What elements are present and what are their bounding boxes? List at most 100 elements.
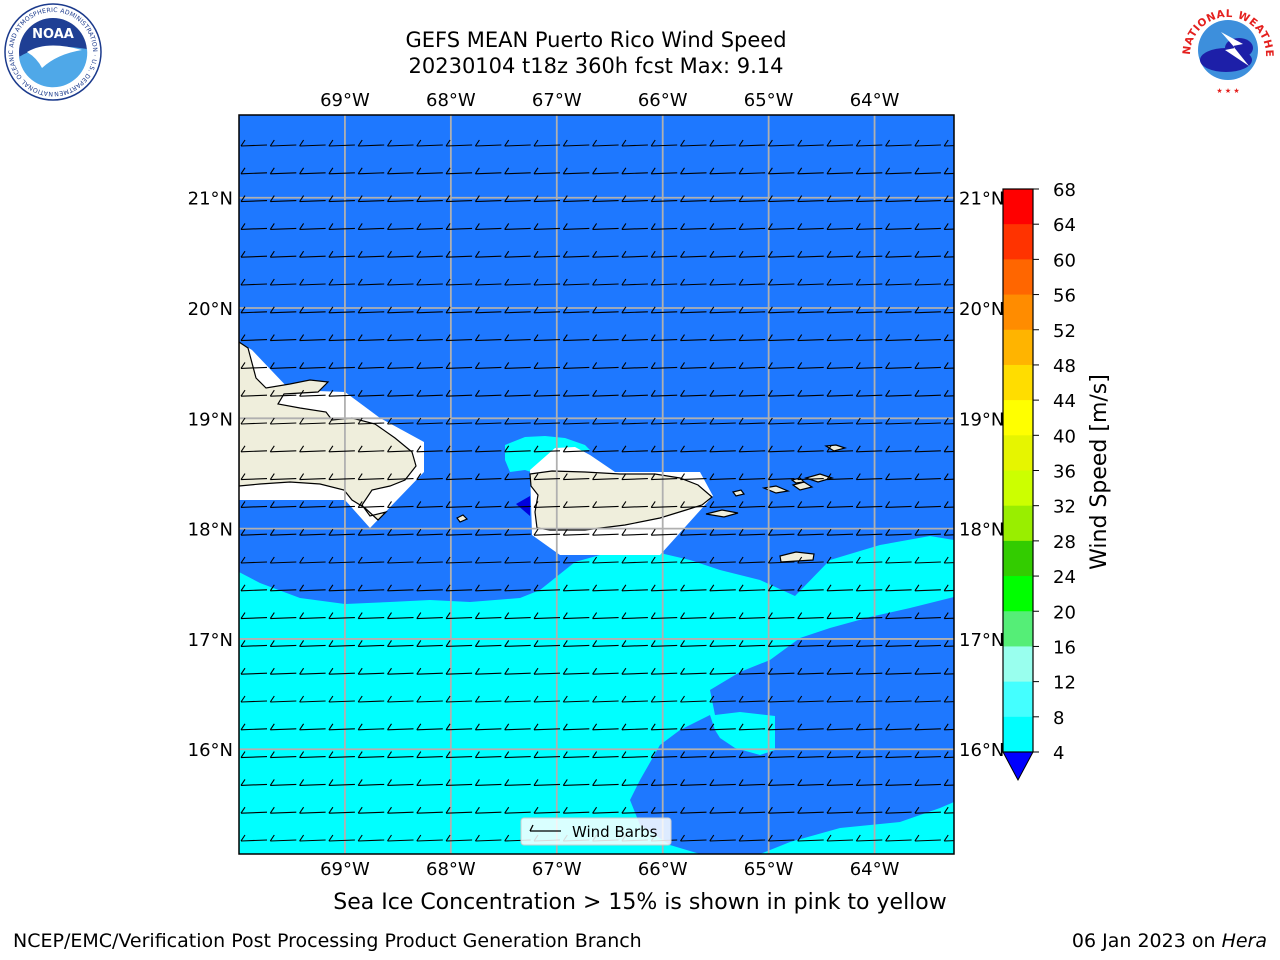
- wind-barb: [269, 695, 297, 703]
- wind-barb: [240, 723, 268, 731]
- wind-barb: [504, 806, 531, 814]
- wind-barb: [474, 473, 502, 481]
- lon-label-top: 67°W: [532, 90, 582, 111]
- wind-barb: [504, 501, 531, 508]
- wind-barb: [709, 389, 736, 397]
- wind-barb: [650, 250, 678, 258]
- wind-barb: [914, 473, 941, 481]
- colorbar-segment: [1003, 470, 1033, 507]
- wind-barb: [328, 695, 355, 703]
- wind-barb: [621, 695, 648, 703]
- wind-barb: [269, 195, 297, 203]
- colorbar-tick-label: 28: [1053, 532, 1076, 553]
- colorbar-tick-label: 68: [1053, 180, 1076, 201]
- wind-barb: [504, 695, 531, 703]
- wind-barb: [914, 640, 941, 647]
- wind-barb: [357, 584, 385, 592]
- wind-barb: [621, 612, 648, 620]
- st-thomas-island: [761, 485, 791, 494]
- wind-barb: [797, 751, 824, 759]
- wind-barb: [299, 195, 326, 203]
- wind-barb: [826, 139, 854, 147]
- wind-barb: [416, 695, 443, 703]
- colorbar-tick-label: 52: [1053, 321, 1076, 342]
- wind-barb: [885, 223, 912, 230]
- colorbar-tick-label: 48: [1053, 356, 1076, 377]
- wind-barb: [240, 389, 268, 397]
- wind-barb: [797, 779, 824, 786]
- wind-barb: [416, 417, 443, 425]
- wind-barbs: [240, 139, 954, 842]
- wind-barb: [855, 223, 883, 230]
- wind-barb: [738, 362, 766, 369]
- wind-barb: [416, 723, 443, 731]
- wind-barb: [240, 695, 268, 703]
- colorbar-segment: [1003, 716, 1033, 753]
- wind-barb: [387, 306, 414, 314]
- wind-barb: [357, 306, 385, 314]
- wind-barb: [592, 389, 619, 397]
- wind-barb: [387, 723, 414, 731]
- lon-label-bottom: 66°W: [638, 859, 688, 880]
- lon-labels-bottom: 69°W 68°W 67°W 66°W 65°W 64°W: [320, 859, 900, 880]
- wind-barb: [299, 667, 326, 675]
- wind-barb: [797, 417, 824, 425]
- wind-barb: [299, 389, 326, 397]
- wind-barb: [621, 362, 648, 369]
- wind-barb: [445, 806, 473, 814]
- wind-barb: [592, 167, 619, 175]
- wind-barb: [592, 223, 619, 230]
- lat-labels-left: 21°N 20°N 19°N 18°N 17°N 16°N: [188, 189, 233, 761]
- wind-barb: [885, 556, 912, 564]
- wind-barb: [738, 640, 766, 647]
- wind-barb: [885, 834, 912, 842]
- wind-barb: [797, 612, 824, 620]
- wind-barb: [474, 612, 502, 620]
- wind-barb: [855, 695, 883, 703]
- wind-barb: [621, 139, 648, 147]
- wind-barb: [650, 445, 678, 453]
- wind-barb: [680, 751, 707, 759]
- wind-barb: [387, 473, 414, 481]
- wind-barb: [328, 501, 355, 508]
- wind-barb: [269, 389, 297, 397]
- wind-barb: [328, 445, 355, 453]
- wind-barb: [387, 528, 414, 536]
- wind-barb: [445, 751, 473, 759]
- wind-barb: [826, 612, 854, 620]
- wind-barb: [680, 334, 707, 342]
- wind-barb: [533, 417, 561, 425]
- colorbar-segment: [1003, 189, 1033, 225]
- wind-barb: [592, 751, 619, 759]
- wind-barb: [269, 528, 297, 536]
- wind-barb: [797, 389, 824, 397]
- wind-barb: [709, 723, 736, 731]
- wind-barb: [943, 806, 954, 814]
- wind-barb: [738, 250, 766, 258]
- wind-barb: [357, 556, 385, 564]
- lat-label-left: 19°N: [188, 409, 233, 430]
- lon-labels-top: 69°W 68°W 67°W 66°W 65°W 64°W: [320, 90, 900, 111]
- wind-barb: [445, 501, 473, 508]
- chart-subtitle: 20230104 t18z 360h fcst Max: 9.14: [408, 54, 784, 78]
- wind-barb: [357, 223, 385, 230]
- colorbar-segment: [1003, 681, 1033, 718]
- wind-barb: [826, 389, 854, 397]
- wind-barb: [650, 640, 678, 647]
- wind-barb: [826, 806, 854, 814]
- wind-barb: [299, 556, 326, 564]
- wind-barb: [328, 223, 355, 230]
- wind-barb: [299, 779, 326, 786]
- wind-barb: [709, 584, 736, 592]
- wind-barb: [592, 306, 619, 314]
- wind-barb: [357, 334, 385, 342]
- wind-barb: [621, 473, 648, 481]
- wind-barb: [680, 779, 707, 786]
- wind-barb: [474, 306, 502, 314]
- wind-barb: [709, 362, 736, 369]
- wind-barb: [914, 556, 941, 564]
- wind-barb: [533, 806, 561, 814]
- wind-barb: [328, 640, 355, 647]
- wind-barb: [767, 806, 795, 814]
- wind-barb: [855, 723, 883, 731]
